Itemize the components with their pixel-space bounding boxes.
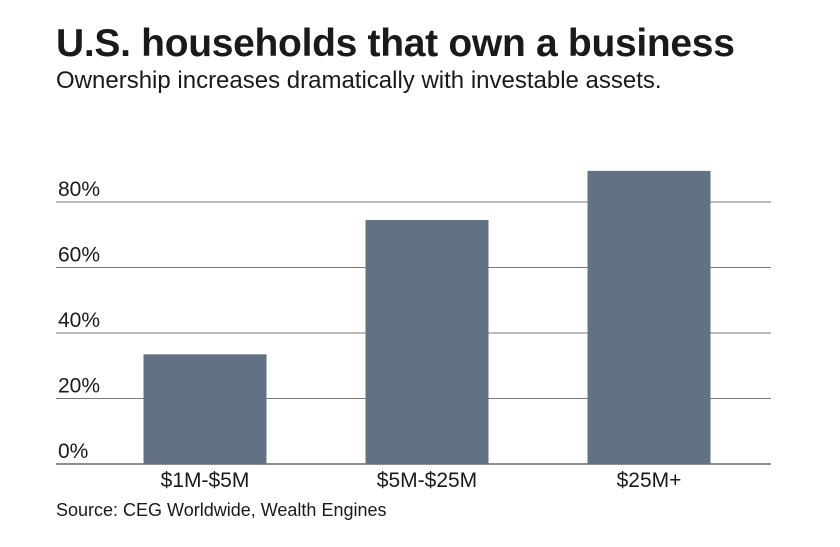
x-category-label: $25M+ bbox=[617, 469, 682, 492]
x-category-label: $1M-$5M bbox=[161, 469, 250, 492]
y-tick-label: 20% bbox=[58, 375, 100, 398]
source-note: Source: CEG Worldwide, Wealth Engines bbox=[56, 500, 387, 520]
chart-title: U.S. households that own a business bbox=[56, 22, 735, 65]
y-tick-label: 40% bbox=[58, 309, 100, 332]
y-tick-label: 80% bbox=[58, 178, 100, 201]
y-axis-ticks: 0% 20% 40% 60% 80% bbox=[58, 178, 100, 463]
bars bbox=[143, 170, 711, 464]
bar bbox=[143, 354, 267, 464]
y-tick-label: 60% bbox=[58, 244, 100, 267]
x-category-label: $5M-$25M bbox=[377, 469, 477, 492]
bar bbox=[587, 170, 711, 464]
y-tick-label: 0% bbox=[58, 440, 88, 463]
x-axis-labels: $1M-$5M $5M-$25M $25M+ bbox=[161, 469, 682, 492]
chart-subtitle: Ownership increases dramatically with in… bbox=[56, 67, 662, 94]
bar bbox=[365, 220, 489, 464]
